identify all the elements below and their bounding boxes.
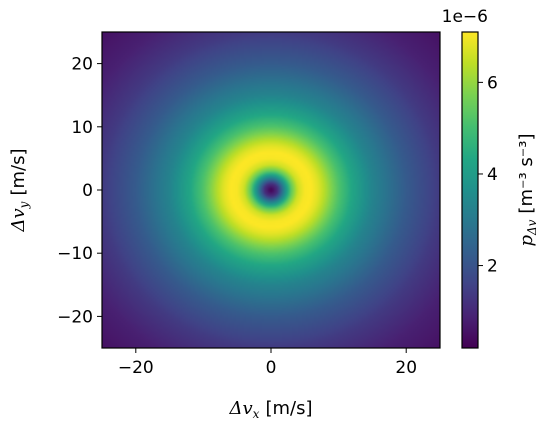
x-label-subscript: x xyxy=(253,407,260,421)
colorbar-offset-label: 1e−6 xyxy=(442,7,488,27)
x-label-unit: [m/s] xyxy=(265,398,312,419)
y-tick-label: 20 xyxy=(71,55,93,75)
y-axis-label: Δvy [m/s] xyxy=(8,149,31,233)
y-tick-label: −20 xyxy=(57,307,93,327)
colorbar-ticks: 2 4 6 xyxy=(478,73,498,277)
colorbar-gradient xyxy=(462,32,478,348)
x-axis-label: Δvx [m/s] xyxy=(229,398,313,421)
x-tick-label: 20 xyxy=(395,358,417,378)
colorbar: 2 4 6 1e−6 pΔv [m⁻³ s⁻³] xyxy=(442,7,539,349)
y-label-unit: [m/s] xyxy=(8,149,29,196)
y-tick-label: −10 xyxy=(57,244,93,264)
heatmap-image xyxy=(102,32,440,348)
y-label-symbol: Δv xyxy=(8,208,29,232)
x-tick-label: 0 xyxy=(266,358,277,378)
x-axis-ticks: −20 0 20 xyxy=(118,348,417,378)
y-tick-label: 10 xyxy=(71,118,93,138)
colorbar-tick-label: 2 xyxy=(487,257,498,277)
x-tick-label: −20 xyxy=(118,358,154,378)
colorbar-tick-label: 4 xyxy=(487,165,498,185)
colorbar-label: pΔv [m⁻³ s⁻³] xyxy=(516,133,539,246)
y-label-subscript: y xyxy=(17,201,31,209)
colorbar-frame xyxy=(461,31,479,349)
y-tick-label: 0 xyxy=(82,181,93,201)
colorbar-tick-label: 6 xyxy=(487,73,498,93)
y-axis-ticks: 20 10 0 −10 −20 xyxy=(57,55,102,327)
x-label-symbol: Δv xyxy=(229,398,253,419)
colorbar-label-unit: [m⁻³ s⁻³] xyxy=(516,133,537,213)
colorbar-label-subscript: Δv xyxy=(525,219,539,236)
colorbar-label-symbol: p xyxy=(516,235,537,247)
